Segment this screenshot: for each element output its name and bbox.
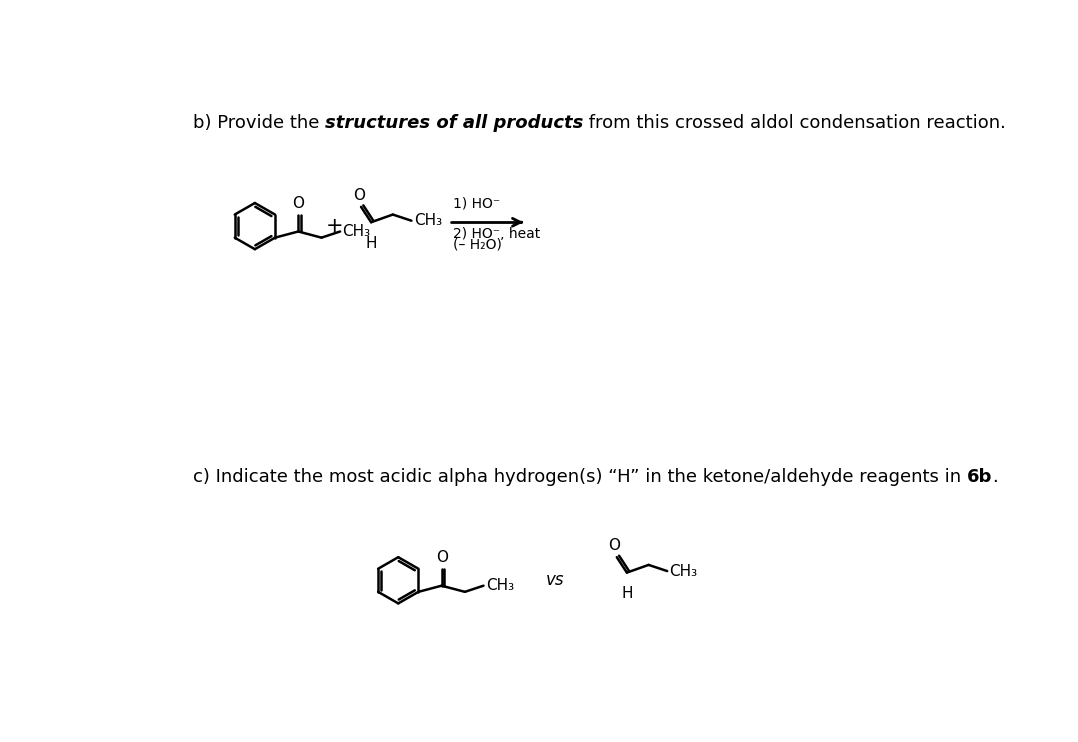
- Text: CH₃: CH₃: [486, 578, 514, 593]
- Text: CH₃: CH₃: [414, 213, 442, 229]
- Text: CH₃: CH₃: [669, 564, 697, 579]
- Text: b) Provide the: b) Provide the: [193, 114, 324, 131]
- Text: H: H: [621, 586, 633, 602]
- Text: .: .: [992, 468, 998, 486]
- Text: from this crossed aldol condensation reaction.: from this crossed aldol condensation rea…: [583, 114, 1006, 131]
- Text: (– H₂O): (– H₂O): [453, 237, 502, 252]
- Text: O: O: [436, 550, 447, 565]
- Text: O: O: [608, 539, 621, 554]
- Text: structures of all products: structures of all products: [324, 114, 583, 131]
- Text: O: O: [292, 196, 304, 211]
- Text: +: +: [326, 216, 344, 236]
- Text: vs: vs: [545, 571, 564, 589]
- Text: 2) HO⁻, heat: 2) HO⁻, heat: [453, 227, 540, 241]
- Text: c) Indicate the most acidic alpha hydrogen(s) “H” in the ketone/aldehyde reagent: c) Indicate the most acidic alpha hydrog…: [193, 468, 967, 486]
- Text: 1) HO⁻: 1) HO⁻: [453, 197, 500, 211]
- Text: 6b: 6b: [967, 468, 992, 486]
- Text: H: H: [365, 236, 377, 251]
- Text: CH₃: CH₃: [343, 224, 371, 239]
- Text: O: O: [353, 188, 364, 203]
